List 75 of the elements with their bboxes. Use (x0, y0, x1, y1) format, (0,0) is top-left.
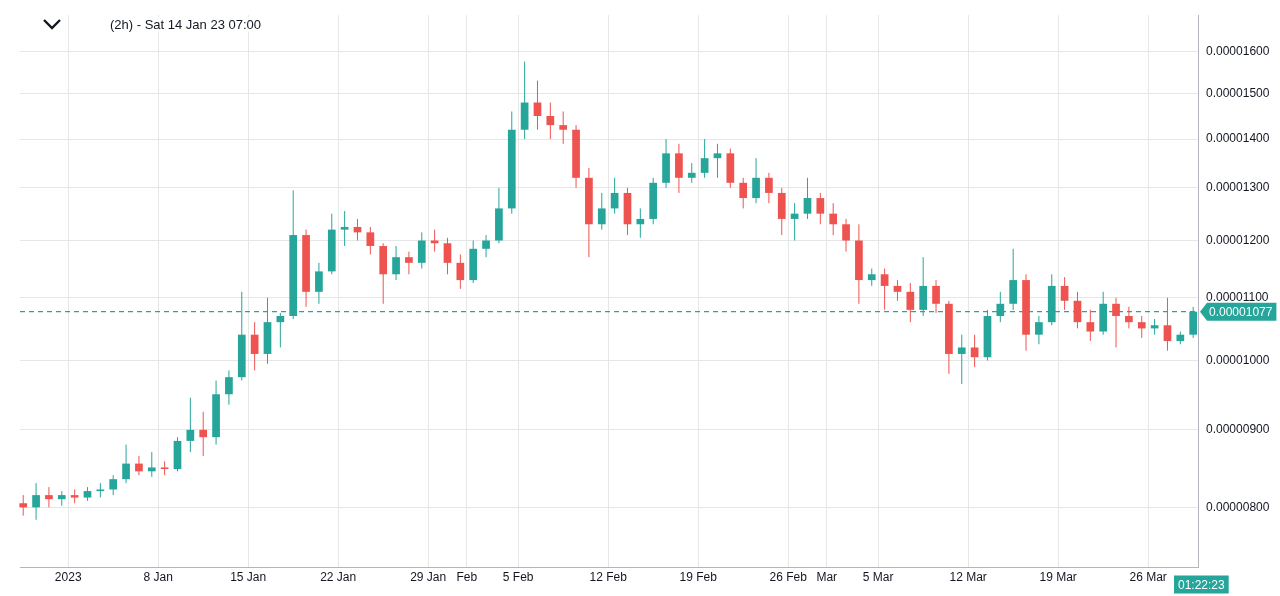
chart-title: (2h) - Sat 14 Jan 23 07:00 (110, 17, 262, 32)
candlestick (32, 482, 40, 521)
candlestick (546, 102, 555, 140)
candlestick (700, 138, 709, 179)
x-tick-label: Feb (456, 570, 478, 585)
ref-line-label: 0.00001077 (1209, 305, 1273, 319)
candlestick (970, 334, 979, 368)
y-tick-label: 0.00001200 (1206, 232, 1270, 247)
candlestick (366, 226, 375, 255)
x-tick-label: 12 Mar (949, 570, 987, 585)
candlestick (1137, 315, 1146, 339)
candlestick (276, 312, 285, 348)
candlestick (482, 234, 490, 258)
candlestick (392, 245, 400, 281)
x-tick-label: 19 Mar (1039, 570, 1077, 585)
candlestick (1060, 276, 1069, 311)
candlestick (1086, 309, 1095, 342)
candlestick (340, 210, 349, 247)
x-tick-label: 19 Feb (679, 570, 718, 585)
candlestick (186, 397, 195, 453)
y-tick-label: 0.00001400 (1206, 131, 1270, 146)
x-tick-label: 22 Jan (320, 570, 357, 585)
candlestick (893, 279, 902, 302)
candlestick (199, 411, 208, 457)
y-tick-label: 0.00000900 (1206, 422, 1270, 437)
candlestick (122, 444, 130, 484)
candlestick (45, 486, 53, 508)
candlestick (816, 192, 825, 225)
candlestick (417, 231, 426, 270)
candlestick (225, 369, 233, 406)
candlestick (906, 282, 915, 323)
candlestick (559, 110, 568, 145)
candlestick (1035, 315, 1043, 345)
candlestick (739, 177, 748, 209)
candlestick (597, 192, 606, 231)
y-tick-label: 0.00001000 (1206, 352, 1270, 367)
candlestick (765, 172, 773, 204)
candlestick (315, 262, 323, 305)
candlestick (636, 207, 645, 239)
x-tick-label: Mar (816, 570, 838, 585)
y-tick-label: 0.00000800 (1206, 499, 1270, 514)
x-tick-label: 26 Feb (769, 570, 808, 585)
candlestick (96, 482, 105, 499)
y-tick-label: 0.00001300 (1206, 180, 1270, 195)
candlestick (19, 494, 28, 517)
candlestick (405, 251, 413, 275)
x-tick-label: 29 Jan (410, 570, 447, 585)
candlestick (803, 177, 812, 220)
candlestick (932, 279, 940, 314)
candlestick (880, 268, 889, 311)
candlestick (752, 157, 760, 204)
candlestick (829, 202, 838, 236)
candlestick (1125, 306, 1133, 329)
candlestick (713, 143, 722, 179)
text: 01:22:23 (1178, 577, 1226, 592)
y-tick-label: 0.00001100 (1206, 290, 1269, 305)
candlestick (109, 474, 118, 496)
candlestick (135, 455, 143, 476)
x-tick-label: 2023 (54, 570, 82, 585)
x-tick-label: 12 Feb (589, 570, 628, 585)
y-tick-label: 0.00001500 (1206, 85, 1270, 100)
candlestick (1163, 297, 1172, 352)
x-tick-label: 5 Mar (862, 570, 894, 585)
candlestick (687, 162, 696, 184)
x-tick-label: 15 Jan (230, 570, 267, 585)
x-tick-label: 5 Feb (502, 570, 534, 585)
candlestick (957, 334, 966, 385)
candlestick (456, 253, 465, 290)
candlestick (1112, 297, 1120, 348)
candlestick (842, 218, 850, 253)
x-tick-label: 8 Jan (143, 570, 173, 585)
x-tick-label: 26 Mar (1129, 570, 1167, 585)
y-tick-label: 0.00001600 (1206, 43, 1270, 58)
candlestick (443, 237, 452, 275)
candlestick (147, 451, 156, 478)
